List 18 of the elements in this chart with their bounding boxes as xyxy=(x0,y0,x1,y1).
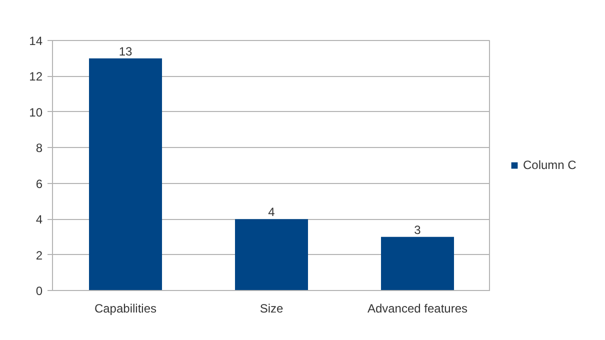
y-tick-label: 4 xyxy=(36,212,43,227)
y-tick-label: 10 xyxy=(29,105,43,120)
data-label: 13 xyxy=(118,44,132,58)
x-tick-label: Size xyxy=(260,302,284,316)
y-tick-label: 6 xyxy=(36,176,43,191)
legend-label: Column C xyxy=(523,158,576,172)
data-label: 3 xyxy=(414,222,422,237)
bar xyxy=(235,219,308,290)
y-tick-label: 14 xyxy=(29,34,43,48)
bar xyxy=(89,58,162,290)
y-tick-label: 8 xyxy=(36,141,43,156)
y-tick-label: 2 xyxy=(36,248,43,262)
y-tick-label: 0 xyxy=(36,284,43,298)
x-tick-label: Capabilities xyxy=(94,302,157,316)
y-tick-label: 12 xyxy=(29,70,43,84)
bar xyxy=(381,236,454,290)
data-label: 4 xyxy=(268,205,276,220)
x-tick-label: Advanced features xyxy=(367,302,468,316)
